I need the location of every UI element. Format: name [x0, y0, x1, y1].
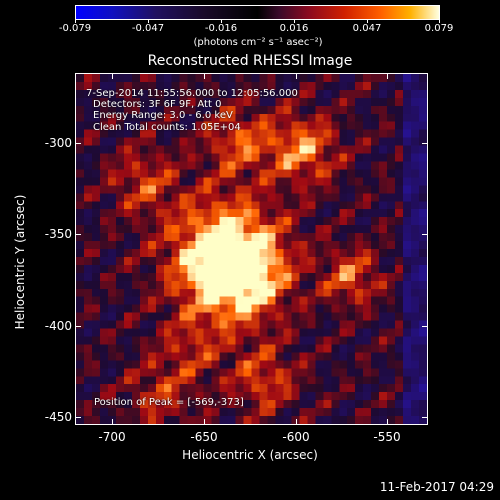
y-tick — [75, 234, 81, 235]
y-tick-label: -450 — [44, 410, 72, 424]
x-tick-label: -550 — [373, 430, 401, 444]
colorbar-unit-label: (photons cm⁻² s⁻¹ asec⁻²) — [193, 37, 323, 48]
colorbar-tick — [148, 19, 149, 23]
image-plot[interactable]: 7-Sep-2014 11:55:56.000 to 12:05:56.000 … — [75, 73, 428, 425]
method-counts-annotation: Clean Total counts: 1.05E+04 — [93, 122, 241, 133]
colorbar-tick-label: -0.047 — [131, 23, 165, 34]
colorbar-tick — [221, 19, 222, 23]
x-tick-label: -650 — [190, 430, 218, 444]
y-tick-label: -300 — [44, 136, 72, 150]
y-tick — [422, 417, 428, 418]
peak-position-annotation: Position of Peak = [-569,-373] — [94, 397, 244, 408]
x-tick — [387, 73, 388, 79]
plot-title: Reconstructed RHESSI Image — [147, 53, 353, 69]
y-tick — [75, 417, 81, 418]
y-tick — [422, 143, 428, 144]
x-axis-title: Heliocentric X (arcsec) — [182, 448, 318, 462]
rhessi-image-map — [76, 74, 427, 424]
y-tick — [75, 326, 81, 327]
x-tick — [296, 419, 297, 425]
y-axis-title: Heliocentric Y (arcsec) — [13, 194, 27, 330]
y-tick-label: -400 — [44, 319, 72, 333]
x-tick — [204, 419, 205, 425]
colorbar-tick-label: -0.079 — [58, 23, 92, 34]
energy-range-annotation: Energy Range: 3.0 - 6.0 keV — [93, 110, 233, 121]
colorbar-tick — [294, 19, 295, 23]
colorbar-tick-label: -0.016 — [204, 23, 238, 34]
y-tick — [422, 234, 428, 235]
colorbar-tick-label: 0.047 — [352, 23, 382, 34]
x-tick — [296, 73, 297, 79]
timestamp: 11-Feb-2017 04:29 — [379, 480, 494, 494]
x-tick-label: -600 — [282, 430, 310, 444]
colorbar-tick — [75, 19, 76, 23]
colorbar-tick-label: 0.079 — [424, 23, 454, 34]
x-tick-label: -700 — [98, 430, 126, 444]
y-tick — [75, 143, 81, 144]
colorbar-tick — [367, 19, 368, 23]
x-tick — [204, 73, 205, 79]
colorbar — [75, 5, 440, 20]
x-tick — [112, 73, 113, 79]
x-tick — [112, 419, 113, 425]
y-tick-label: -350 — [44, 227, 72, 241]
y-tick — [422, 326, 428, 327]
colorbar-tick — [439, 19, 440, 23]
time-range-annotation: 7-Sep-2014 11:55:56.000 to 12:05:56.000 — [86, 88, 298, 99]
x-tick — [387, 419, 388, 425]
detectors-annotation: Detectors: 3F 6F 9F, Att 0 — [93, 99, 222, 110]
colorbar-tick-label: 0.016 — [279, 23, 309, 34]
